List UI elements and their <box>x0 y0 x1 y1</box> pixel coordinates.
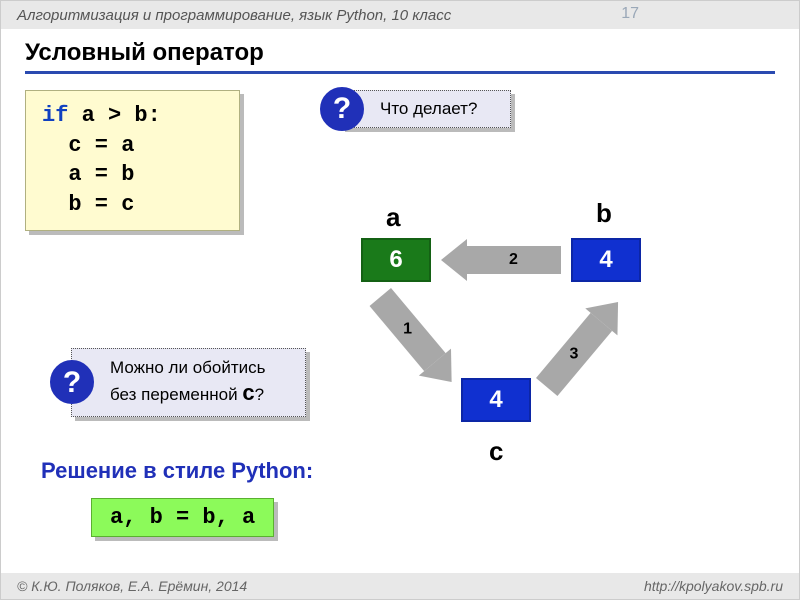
label-c: c <box>489 436 503 467</box>
page-number: 17 <box>621 5 639 23</box>
solution-heading: Решение в стиле Python: <box>41 458 313 484</box>
callout-without-c: ? Можно ли обойтись без переменной с? <box>71 348 306 417</box>
arrow-1: 1 <box>314 288 461 437</box>
arrow-body: 2 <box>466 246 561 274</box>
code-line-3: a = b <box>42 160 223 190</box>
node-c: 4 <box>461 378 531 422</box>
label-a: a <box>386 202 400 233</box>
node-a: 6 <box>361 238 431 282</box>
arrow-3: 3 <box>536 294 683 443</box>
keyword-if: if <box>42 103 68 128</box>
node-b: 4 <box>571 238 641 282</box>
callout-text-1: Что делает? <box>380 99 477 118</box>
swap-diagram: a b c 6 4 4 2 1 3 <box>331 188 721 508</box>
callout-what-does: ? Что делает? <box>341 90 511 128</box>
code-line-4: b = c <box>42 190 223 220</box>
slide-title: Условный оператор <box>25 39 775 74</box>
slide-header: Алгоритмизация и программирование, язык … <box>1 1 799 29</box>
solution-code: a, b = b, a <box>91 498 274 537</box>
arrow-head-icon <box>441 239 467 281</box>
label-b: b <box>596 198 612 229</box>
title-area: Условный оператор <box>1 29 799 78</box>
callout-text-2a: Можно ли обойтись <box>110 357 293 379</box>
code-line-1: if a > b: <box>42 101 223 131</box>
arrow-body: 3 <box>536 313 612 396</box>
question-icon: ? <box>50 360 94 404</box>
arrow-2: 2 <box>441 246 561 274</box>
footer-url: http://kpolyakov.spb.ru <box>644 578 783 594</box>
footer-authors: © К.Ю. Поляков, Е.А. Ерёмин, 2014 <box>17 578 247 594</box>
course-title: Алгоритмизация и программирование, язык … <box>17 7 451 24</box>
code-line-2: c = a <box>42 131 223 161</box>
content-area: if a > b: c = a a = b b = c ? Что делает… <box>1 78 799 243</box>
arrow-body: 1 <box>370 288 446 371</box>
code-block: if a > b: c = a a = b b = c <box>25 90 240 231</box>
question-icon: ? <box>320 87 364 131</box>
slide-footer: © К.Ю. Поляков, Е.А. Ерёмин, 2014 http:/… <box>1 573 799 599</box>
callout-text-2b: без переменной с? <box>110 379 293 408</box>
